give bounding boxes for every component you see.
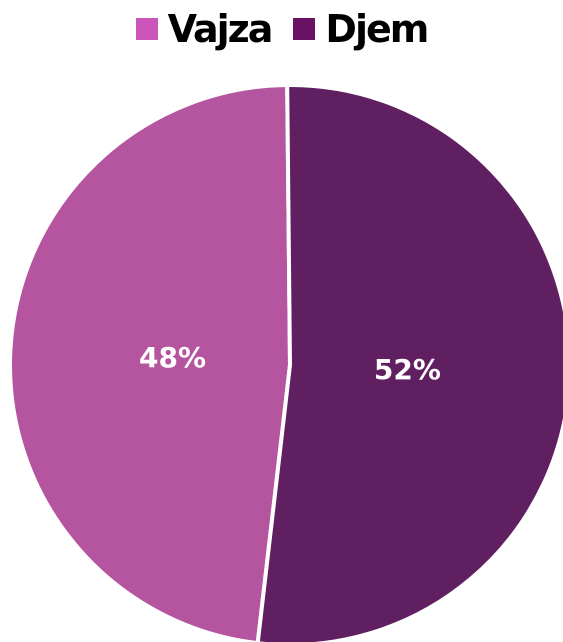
- legend-swatch-djem: [293, 18, 316, 40]
- legend-label-vajza: Vajza: [167, 7, 274, 51]
- pie-label-vajza: 48%: [139, 341, 206, 374]
- pie-slice-vajza: [8, 82, 293, 642]
- pie-slices: [8, 82, 563, 642]
- legend-swatch-vajza: [135, 18, 158, 40]
- legend-label-djem: Djem: [325, 7, 429, 51]
- legend: Vajza Djem: [0, 10, 563, 48]
- pie-label-djem: 52%: [374, 353, 441, 386]
- pie-slice-djem: [255, 83, 563, 642]
- pie-labels: 48% 52%: [139, 341, 441, 386]
- legend-item-djem: Djem: [293, 7, 429, 51]
- legend-item-vajza: Vajza: [135, 7, 274, 51]
